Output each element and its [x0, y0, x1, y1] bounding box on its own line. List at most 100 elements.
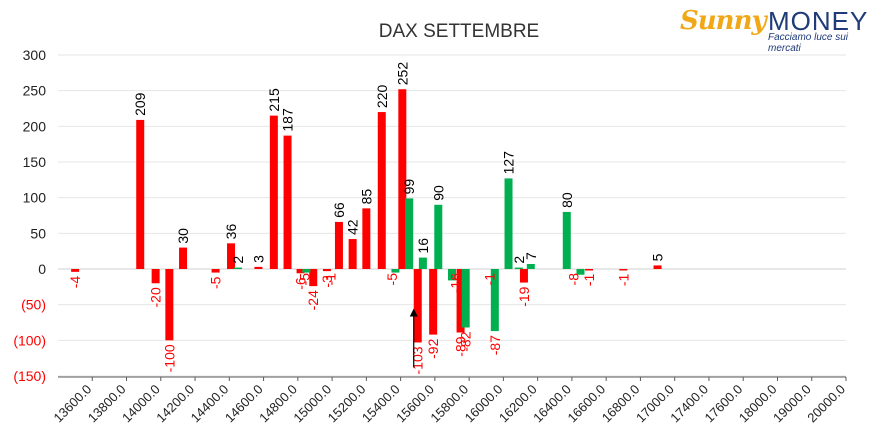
red-bar: [165, 269, 174, 341]
data-label: -8: [566, 273, 582, 286]
green-bar: [302, 269, 311, 273]
red-bar: [429, 269, 438, 335]
red-bar: [585, 269, 594, 271]
red-bar: [456, 269, 465, 333]
data-label: 99: [401, 179, 417, 195]
red-bar: [619, 269, 628, 271]
data-label: -82: [458, 331, 474, 351]
y-tick-label: 0: [38, 261, 46, 277]
data-label: 66: [331, 202, 347, 218]
data-label: 3: [250, 255, 266, 263]
data-label: -103: [410, 346, 426, 374]
y-tick-label: 150: [23, 154, 47, 170]
data-labels: -4209-20-10030-5363215187-6-24-366428522…: [67, 62, 665, 375]
data-label: 36: [223, 224, 239, 240]
logo-sunny-text: Sunny: [680, 6, 767, 36]
data-label: -87: [487, 335, 503, 355]
data-label: -5: [208, 276, 224, 289]
red-bar: [179, 247, 188, 269]
red-bar: [254, 266, 263, 269]
data-label: 209: [132, 92, 148, 116]
y-tick-label: 50: [30, 225, 46, 241]
red-bar: [322, 269, 331, 272]
data-label: -1: [615, 274, 631, 287]
data-label: -19: [516, 286, 532, 306]
logo-money-text: MONEY: [768, 6, 869, 36]
logo-tagline: Facciamo luce sui mercati: [768, 32, 849, 54]
red-bar: [151, 269, 160, 284]
data-label: 2: [230, 256, 246, 264]
y-tick-label: 200: [23, 118, 47, 134]
data-label: -4: [67, 276, 83, 289]
data-label: 252: [394, 62, 410, 86]
sunny-money-logo: Sunny MONEY Facciamo luce sui mercati: [676, 4, 882, 54]
data-label: 220: [374, 84, 390, 108]
data-label: -16: [447, 273, 463, 293]
data-label: 187: [280, 108, 296, 132]
green-bar: [405, 198, 414, 269]
red-bar: [296, 269, 305, 274]
data-label: 90: [430, 185, 446, 201]
green-bar: [434, 204, 443, 269]
annotations: [409, 308, 418, 368]
green-bar: [504, 178, 513, 269]
green-bar: [576, 269, 585, 275]
y-tick-label: 300: [23, 47, 47, 63]
data-label: -1: [581, 274, 597, 287]
data-label: 127: [501, 151, 517, 175]
data-label: 85: [358, 189, 374, 205]
data-label: -100: [161, 344, 177, 372]
data-label: 80: [559, 192, 575, 208]
red-bar: [653, 265, 662, 269]
y-axis: 300 250 200 150 100 50 0 (50) (100) (150): [13, 47, 46, 384]
data-label: -5: [384, 273, 400, 286]
red-bar: [227, 243, 236, 269]
red-bar: [71, 269, 80, 272]
data-label: -3: [319, 275, 335, 288]
y-tick-label: (50): [21, 297, 46, 313]
gridlines: [58, 54, 846, 377]
data-label: -1: [322, 273, 338, 286]
green-bar: [418, 257, 427, 269]
data-label: 5: [650, 253, 666, 261]
bars: [71, 89, 662, 343]
red-bar: [269, 115, 278, 269]
red-bar: [334, 221, 343, 269]
data-label: -20: [148, 287, 164, 307]
green-bar: [514, 267, 523, 270]
green-bar: [526, 264, 535, 269]
red-bar: [309, 269, 318, 287]
data-label: 215: [266, 88, 282, 112]
green-bar: [233, 267, 242, 270]
chart-title: DAX SETTEMBRE: [379, 21, 539, 42]
y-tick-label: (150): [13, 368, 46, 384]
marker-arrow: [409, 308, 418, 317]
green-bar: [562, 211, 571, 269]
data-label: 42: [345, 219, 361, 235]
green-bar: [391, 269, 400, 273]
data-label: -92: [425, 338, 441, 358]
red-bar: [377, 112, 386, 269]
red-bar: [362, 208, 371, 269]
data-label: 7: [523, 252, 539, 260]
green-bar: [448, 269, 456, 281]
data-label: -6: [293, 277, 309, 290]
y-tick-label: 100: [23, 190, 47, 206]
red-bar: [348, 239, 357, 269]
y-tick-label: 250: [23, 83, 47, 99]
red-bar: [413, 269, 422, 343]
data-label: -89: [453, 336, 469, 356]
green-bar: [461, 269, 470, 328]
x-tick-label: 20000.0: [804, 382, 848, 426]
y-tick-label: (100): [13, 332, 46, 348]
data-label: 30: [175, 228, 191, 244]
green-bar: [490, 269, 499, 332]
data-label: 2: [511, 256, 527, 264]
red-bar: [398, 89, 407, 270]
red-bar: [519, 269, 528, 283]
data-label: -1: [482, 273, 498, 286]
data-label: 16: [415, 238, 431, 254]
data-label: -24: [305, 290, 321, 310]
x-axis: 13600.013800.014000.014200.014400.014600…: [51, 376, 848, 426]
